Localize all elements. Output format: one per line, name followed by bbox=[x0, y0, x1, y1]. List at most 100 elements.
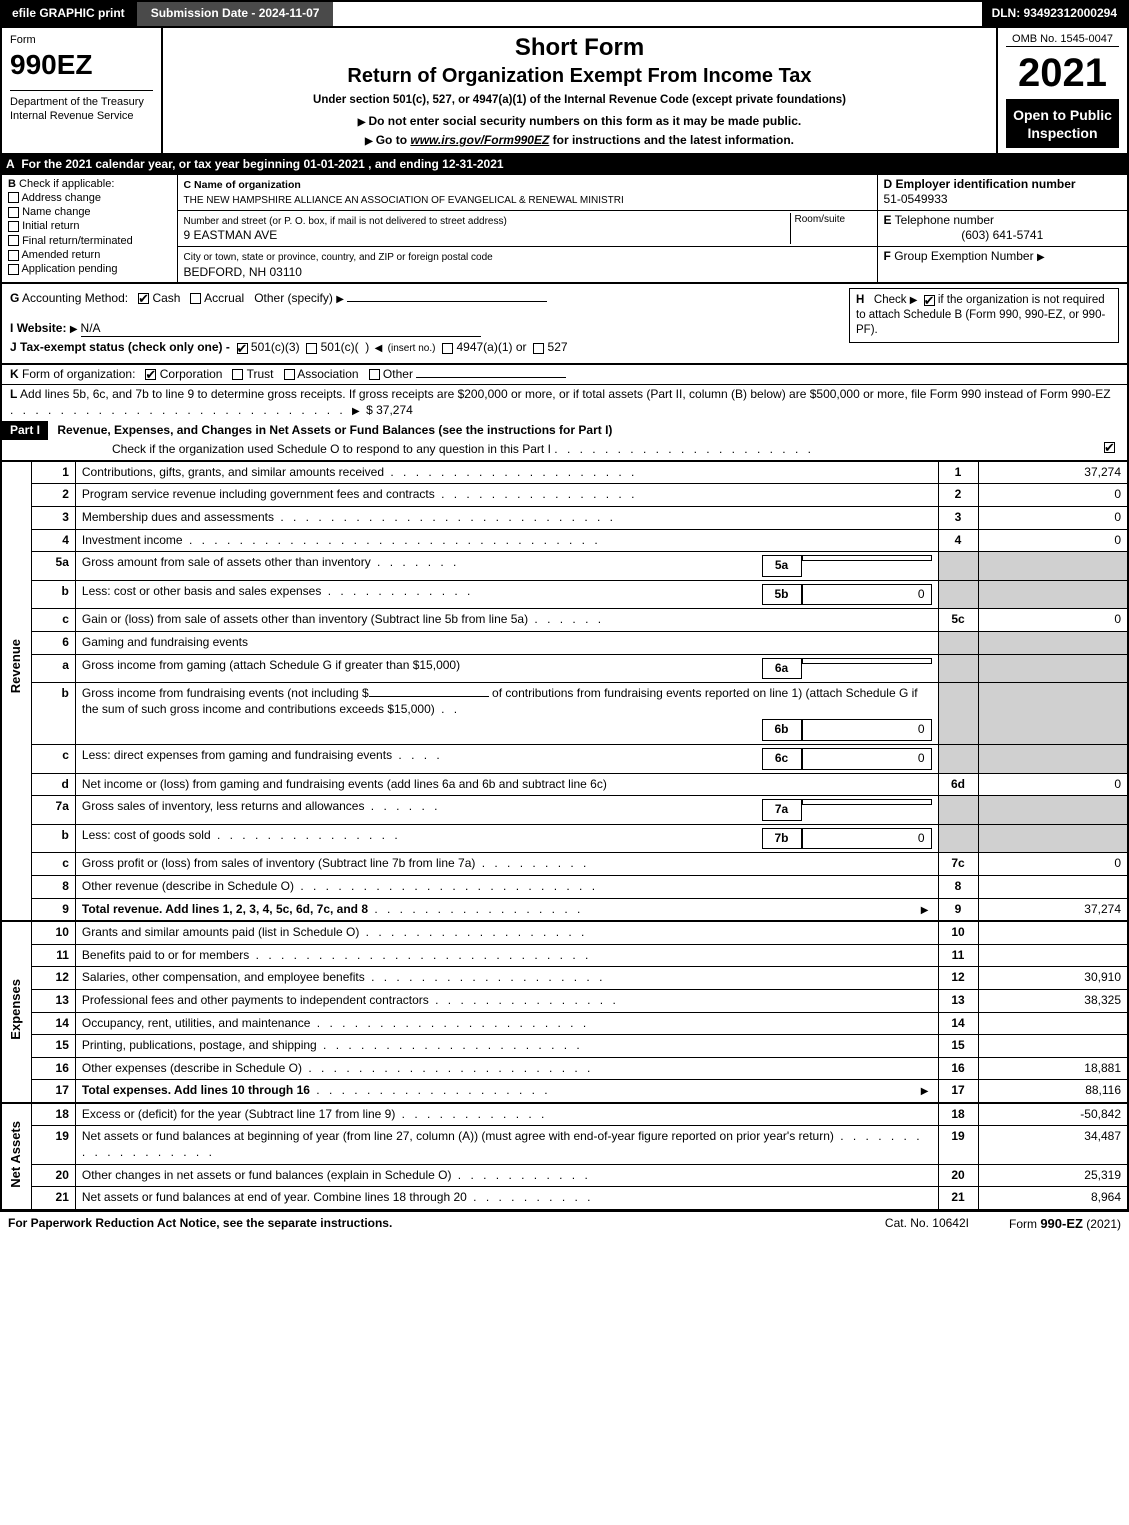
dln-label: DLN: 93492312000294 bbox=[982, 2, 1127, 26]
phone-value: (603) 641-5741 bbox=[884, 228, 1122, 244]
check-501c[interactable] bbox=[306, 343, 317, 354]
form-header: Form 990EZ Department of the Treasury In… bbox=[0, 28, 1129, 155]
opt-name-change: Name change bbox=[22, 206, 91, 218]
section-k-label: Form of organization: bbox=[22, 367, 135, 381]
addr-label: Number and street (or P. O. box, if mail… bbox=[184, 216, 507, 227]
opt-other-specify: Other (specify) bbox=[254, 291, 333, 305]
letter-e: E bbox=[884, 213, 892, 227]
check-trust[interactable] bbox=[232, 369, 243, 380]
section-h-box: H Check if the organization is not requi… bbox=[849, 288, 1119, 343]
line-desc: Contributions, gifts, grants, and simila… bbox=[82, 465, 384, 479]
opt-501c3: 501(c)(3) bbox=[251, 340, 300, 354]
opt-association: Association bbox=[297, 367, 358, 381]
form-number: 990EZ bbox=[10, 49, 93, 80]
opt-application-pending: Application pending bbox=[21, 263, 117, 275]
line-num: 1 bbox=[31, 462, 75, 484]
section-l-value: $ 37,274 bbox=[366, 403, 413, 417]
section-b-heading: Check if applicable: bbox=[19, 178, 114, 190]
footer-right-bold: 990-EZ bbox=[1040, 1216, 1083, 1231]
city-value: BEDFORD, NH 03110 bbox=[184, 265, 302, 279]
other-org-line[interactable] bbox=[416, 377, 566, 378]
addr-value: 9 EASTMAN AVE bbox=[184, 228, 278, 242]
info-block: B Check if applicable: Address change Na… bbox=[0, 175, 1129, 285]
opt-amended-return: Amended return bbox=[21, 249, 100, 261]
check-final-return[interactable] bbox=[8, 235, 19, 246]
city-label: City or town, state or province, country… bbox=[184, 252, 493, 263]
section-l-text: Add lines 5b, 6c, and 7b to line 9 to de… bbox=[20, 387, 1111, 401]
page-footer: For Paperwork Reduction Act Notice, see … bbox=[0, 1211, 1129, 1237]
letter-h: H bbox=[856, 294, 864, 306]
check-corporation[interactable] bbox=[145, 369, 156, 380]
section-f-label: Group Exemption Number bbox=[894, 249, 1033, 263]
letter-d: D bbox=[884, 177, 893, 191]
irs-label: Internal Revenue Service bbox=[10, 110, 134, 122]
part1-header-row: Part I Revenue, Expenses, and Changes in… bbox=[0, 421, 1129, 462]
letter-f: F bbox=[884, 249, 891, 263]
letter-k: K bbox=[10, 367, 19, 381]
opt-trust: Trust bbox=[247, 367, 274, 381]
check-accrual[interactable] bbox=[190, 293, 201, 304]
website-value: N/A bbox=[81, 321, 481, 338]
side-netassets: Net Assets bbox=[8, 1121, 25, 1188]
submission-date: Submission Date - 2024-11-07 bbox=[135, 2, 334, 26]
other-specify-line[interactable] bbox=[347, 301, 547, 302]
org-name: THE NEW HAMPSHIRE ALLIANCE AN ASSOCIATIO… bbox=[184, 195, 624, 206]
footer-right-post: (2021) bbox=[1083, 1217, 1121, 1231]
goto-post: for instructions and the latest informat… bbox=[549, 133, 794, 147]
check-address-change[interactable] bbox=[8, 192, 19, 203]
part1-check-line: Check if the organization used Schedule … bbox=[112, 442, 551, 456]
check-association[interactable] bbox=[284, 369, 295, 380]
opt-address-change: Address change bbox=[21, 192, 101, 204]
section-i-label: Website: bbox=[17, 321, 67, 335]
section-a-bar: A For the 2021 calendar year, or tax yea… bbox=[0, 155, 1129, 175]
ein-value: 51-0549933 bbox=[884, 192, 948, 206]
letter-b: B bbox=[8, 178, 16, 190]
dept-treasury: Department of the Treasury bbox=[10, 96, 144, 108]
opt-final-return: Final return/terminated bbox=[22, 235, 133, 247]
check-501c3[interactable] bbox=[237, 343, 248, 354]
goto-link[interactable]: www.irs.gov/Form990EZ bbox=[410, 133, 549, 147]
opt-other-org: Other bbox=[383, 367, 413, 381]
footer-left: For Paperwork Reduction Act Notice, see … bbox=[8, 1216, 845, 1233]
check-527[interactable] bbox=[533, 343, 544, 354]
return-title: Return of Organization Exempt From Incom… bbox=[171, 63, 988, 89]
check-name-change[interactable] bbox=[8, 207, 19, 218]
ghi-block: H Check if the organization is not requi… bbox=[0, 284, 1129, 365]
opt-cash: Cash bbox=[152, 291, 180, 305]
check-schedule-o-part1[interactable] bbox=[1104, 442, 1115, 453]
tax-year: 2021 bbox=[1006, 47, 1119, 99]
section-l: L Add lines 5b, 6c, and 7b to line 9 to … bbox=[0, 385, 1129, 420]
opt-527: 527 bbox=[548, 340, 568, 354]
letter-i: I bbox=[10, 321, 13, 335]
goto-pre: Go to bbox=[376, 133, 411, 147]
section-k: K Form of organization: Corporation Trus… bbox=[0, 365, 1129, 386]
line-value: 37,274 bbox=[978, 462, 1128, 484]
check-4947[interactable] bbox=[442, 343, 453, 354]
side-revenue: Revenue bbox=[8, 639, 25, 693]
room-suite-label: Room/suite bbox=[791, 213, 871, 226]
opt-accrual: Accrual bbox=[204, 291, 244, 305]
efile-label[interactable]: efile GRAPHIC print bbox=[2, 2, 135, 26]
letter-l: L bbox=[10, 387, 17, 401]
opt-501c: 501(c)( bbox=[321, 340, 359, 354]
open-to-inspection: Open to Public Inspection bbox=[1006, 100, 1119, 148]
section-d-label: Employer identification number bbox=[896, 177, 1076, 191]
6b-contrib-amount[interactable] bbox=[369, 696, 489, 697]
footer-mid: Cat. No. 10642I bbox=[885, 1216, 969, 1233]
part1-label: Part I bbox=[2, 421, 48, 441]
section-j-label: Tax-exempt status (check only one) - bbox=[20, 340, 230, 354]
section-c-label: Name of organization bbox=[194, 179, 301, 191]
check-initial-return[interactable] bbox=[8, 221, 19, 232]
check-cash[interactable] bbox=[138, 293, 149, 304]
form-word: Form bbox=[10, 34, 36, 46]
check-schedule-b[interactable] bbox=[924, 295, 935, 306]
top-bar: efile GRAPHIC print Submission Date - 20… bbox=[0, 0, 1129, 28]
short-form-title: Short Form bbox=[171, 32, 988, 63]
insert-no: (insert no.) bbox=[388, 343, 436, 354]
check-amended-return[interactable] bbox=[8, 250, 19, 261]
opt-corporation: Corporation bbox=[160, 367, 223, 381]
revenue-table: Revenue 1 Contributions, gifts, grants, … bbox=[0, 462, 1129, 922]
expenses-table: Expenses 10 Grants and similar amounts p… bbox=[0, 922, 1129, 1104]
check-application-pending[interactable] bbox=[8, 264, 19, 275]
check-other-org[interactable] bbox=[369, 369, 380, 380]
